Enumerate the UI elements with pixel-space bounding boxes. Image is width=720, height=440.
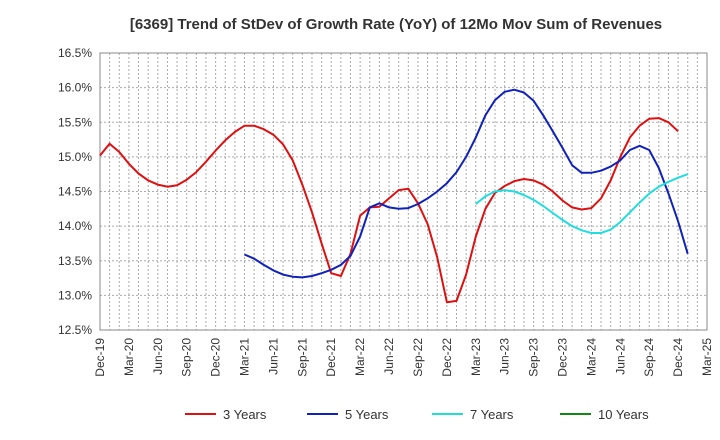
x-tick-label: Mar-22 (353, 338, 367, 376)
x-tick-label: Dec-19 (93, 338, 107, 377)
plot-area-frame (99, 52, 708, 331)
x-tick-label: Jun-22 (382, 338, 396, 375)
x-tick-label: Jun-23 (498, 338, 512, 375)
legend-label: 7 Years (470, 407, 514, 422)
chart-grid (99, 52, 708, 331)
y-tick-label: 15.5% (58, 115, 92, 129)
x-tick-label: Mar-25 (700, 338, 714, 376)
x-tick-label: Mar-20 (122, 338, 136, 376)
x-tick-label: Dec-24 (671, 338, 685, 377)
y-tick-label: 14.5% (58, 185, 92, 199)
y-tick-label: 16.0% (58, 81, 92, 95)
x-tick-label: Mar-21 (238, 338, 252, 376)
y-tick-label: 15.0% (58, 150, 92, 164)
series-line-5-years (244, 88, 689, 279)
y-tick-label: 12.5% (58, 323, 92, 337)
legend-label: 3 Years (223, 407, 267, 422)
x-tick-label: Sep-23 (527, 338, 541, 377)
x-tick-label: Dec-23 (555, 338, 569, 377)
x-tick-label: Dec-22 (440, 338, 454, 377)
x-tick-label: Jun-24 (613, 338, 627, 375)
legend-label: 5 Years (345, 407, 389, 422)
y-tick-label: 14.0% (58, 219, 92, 233)
x-tick-label: Sep-21 (295, 338, 309, 377)
y-tick-label: 13.5% (58, 254, 92, 268)
y-tick-label: 13.0% (58, 288, 92, 302)
x-tick-label: Sep-24 (642, 338, 656, 377)
series-line-7-years (475, 173, 689, 234)
chart-title: [6369] Trend of StDev of Growth Rate (Yo… (130, 16, 662, 33)
y-axis: 12.5% 13.0% 13.5% 14.0% 14.5% 15.0% 15.5% 16.0%… (58, 46, 92, 337)
x-tick-label: Jun-21 (266, 338, 280, 375)
x-tick-label: Dec-20 (209, 338, 223, 377)
x-tick-label: Jun-20 (151, 338, 165, 375)
x-axis: Dec-19 Mar-20 Jun-20 Sep-20 Dec-20 Mar-21 Jun-… (93, 338, 714, 377)
series-line-3-years (99, 117, 679, 304)
y-tick-label: 16.5% (58, 46, 92, 60)
x-tick-label: Mar-24 (584, 338, 598, 376)
series-lines (99, 88, 689, 304)
x-tick-label: Sep-22 (411, 338, 425, 377)
legend-label: 10 Years (598, 407, 649, 422)
x-tick-label: Dec-21 (324, 338, 338, 377)
x-tick-label: Sep-20 (180, 338, 194, 377)
x-tick-label: Mar-23 (469, 338, 483, 376)
legend: 3 Years 5 Years 7 Years 10 Years (185, 407, 649, 422)
